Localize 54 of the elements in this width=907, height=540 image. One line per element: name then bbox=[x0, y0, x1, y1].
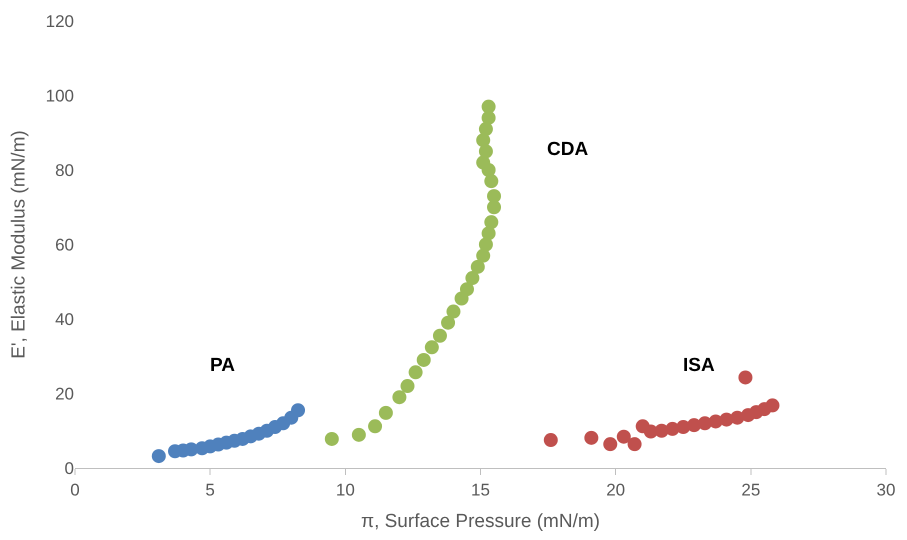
point bbox=[460, 282, 474, 296]
point bbox=[324, 432, 339, 446]
point bbox=[484, 174, 498, 188]
point bbox=[470, 260, 485, 274]
series-label: ISA bbox=[683, 355, 715, 376]
point bbox=[584, 430, 598, 445]
text: CDA bbox=[547, 139, 588, 160]
point bbox=[291, 403, 306, 418]
point bbox=[368, 419, 382, 434]
point bbox=[465, 271, 480, 286]
point bbox=[378, 406, 393, 420]
point bbox=[482, 110, 496, 125]
point bbox=[441, 316, 456, 330]
x-axis-title: π, Surface Pressure (mN/m) bbox=[360, 511, 600, 532]
point bbox=[738, 370, 752, 384]
point bbox=[352, 428, 366, 442]
x-tick-label: 10 bbox=[336, 480, 355, 500]
x-tick-label: 15 bbox=[471, 480, 490, 500]
point bbox=[478, 144, 493, 158]
y-tick-label: 60 bbox=[55, 235, 74, 254]
y-tick-label: 120 bbox=[46, 12, 74, 31]
y-axis-title: E', Elastic Modulus (mN/m) bbox=[8, 130, 30, 359]
point bbox=[544, 433, 558, 448]
point bbox=[432, 328, 447, 343]
text: PA bbox=[210, 355, 236, 376]
point bbox=[482, 100, 496, 114]
x-tick-label: 20 bbox=[606, 480, 626, 500]
point bbox=[478, 238, 493, 252]
y-tick-label: 100 bbox=[46, 86, 74, 106]
y-tick-label: 40 bbox=[55, 310, 74, 329]
point bbox=[487, 189, 502, 204]
point bbox=[476, 156, 490, 170]
point bbox=[424, 340, 439, 354]
point bbox=[478, 122, 493, 136]
point bbox=[484, 215, 498, 230]
point bbox=[603, 437, 618, 452]
point bbox=[392, 390, 406, 404]
point bbox=[476, 133, 490, 148]
point bbox=[446, 304, 460, 319]
y-tick-label: 20 bbox=[55, 384, 74, 404]
x-tick-label: 5 bbox=[205, 480, 215, 500]
x-tick-label: 30 bbox=[876, 480, 896, 500]
point bbox=[482, 226, 496, 240]
x-tick-label: 25 bbox=[741, 480, 760, 500]
point bbox=[408, 365, 423, 380]
point bbox=[400, 379, 415, 394]
point bbox=[616, 430, 631, 444]
point bbox=[765, 398, 780, 412]
y-tick-label: 80 bbox=[55, 160, 74, 180]
point bbox=[628, 437, 642, 452]
point bbox=[416, 352, 431, 367]
point bbox=[476, 248, 490, 263]
point bbox=[152, 449, 166, 464]
y-tick-label: 0 bbox=[64, 458, 74, 478]
